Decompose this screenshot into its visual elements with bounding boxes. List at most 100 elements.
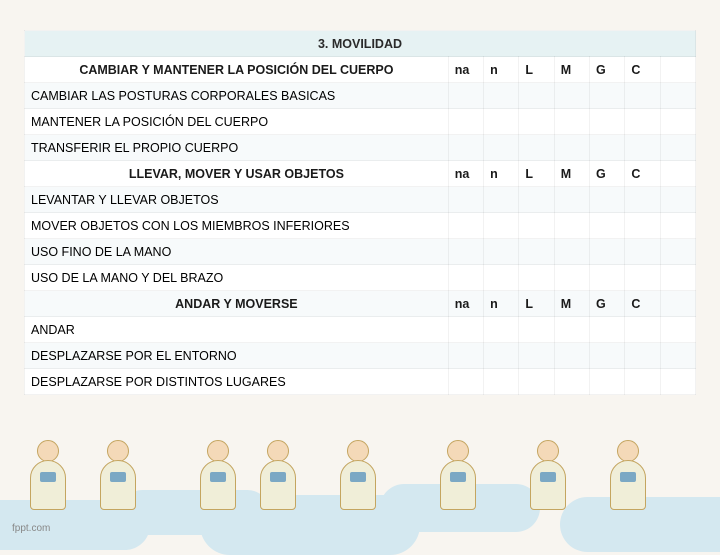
cell <box>519 213 554 239</box>
cell <box>519 239 554 265</box>
table-title: 3. MOVILIDAD <box>25 31 696 57</box>
cell <box>448 109 483 135</box>
table-row: LEVANTAR Y LLEVAR OBJETOS <box>25 187 696 213</box>
cell <box>484 369 519 395</box>
cell <box>660 265 695 291</box>
row-label: USO FINO DE LA MANO <box>25 239 449 265</box>
cell <box>554 239 589 265</box>
column-header: L <box>519 57 554 83</box>
background-illustration <box>0 420 720 540</box>
cell <box>448 317 483 343</box>
column-header: L <box>519 291 554 317</box>
row-label: LEVANTAR Y LLEVAR OBJETOS <box>25 187 449 213</box>
cell <box>660 109 695 135</box>
cell <box>448 187 483 213</box>
cell <box>519 265 554 291</box>
cell <box>660 187 695 213</box>
content-area: 3. MOVILIDADCAMBIAR Y MANTENER LA POSICI… <box>0 0 720 395</box>
cell <box>660 317 695 343</box>
cell <box>660 83 695 109</box>
column-header: na <box>448 161 483 187</box>
column-pad <box>660 57 695 83</box>
cell <box>554 343 589 369</box>
column-header: M <box>554 291 589 317</box>
cell <box>625 239 660 265</box>
section-header-row: CAMBIAR Y MANTENER LA POSICIÓN DEL CUERP… <box>25 57 696 83</box>
row-label: TRANSFERIR EL PROPIO CUERPO <box>25 135 449 161</box>
cell <box>625 343 660 369</box>
column-header: M <box>554 161 589 187</box>
cell <box>519 187 554 213</box>
choir-figure-icon <box>260 440 296 510</box>
table-title-row: 3. MOVILIDAD <box>25 31 696 57</box>
row-label: USO DE LA MANO Y DEL BRAZO <box>25 265 449 291</box>
cell <box>484 317 519 343</box>
choir-figure-icon <box>30 440 66 510</box>
table-row: USO DE LA MANO Y DEL BRAZO <box>25 265 696 291</box>
column-header: G <box>590 57 625 83</box>
section-header-label: LLEVAR, MOVER Y USAR OBJETOS <box>25 161 449 187</box>
section-header-row: LLEVAR, MOVER Y USAR OBJETOSnanLMGC <box>25 161 696 187</box>
mobility-table: 3. MOVILIDADCAMBIAR Y MANTENER LA POSICI… <box>24 30 696 395</box>
cell <box>484 213 519 239</box>
column-pad <box>660 161 695 187</box>
cell <box>554 109 589 135</box>
choir-figure-icon <box>100 440 136 510</box>
cell <box>625 135 660 161</box>
footer-link[interactable]: fppt.com <box>12 523 50 534</box>
table-row: USO FINO DE LA MANO <box>25 239 696 265</box>
cell <box>448 135 483 161</box>
table-row: DESPLAZARSE POR EL ENTORNO <box>25 343 696 369</box>
column-header: C <box>625 291 660 317</box>
cell <box>519 317 554 343</box>
choir-figure-icon <box>440 440 476 510</box>
row-label: DESPLAZARSE POR EL ENTORNO <box>25 343 449 369</box>
cell <box>625 265 660 291</box>
cell <box>590 83 625 109</box>
row-label: MANTENER LA POSICIÓN DEL CUERPO <box>25 109 449 135</box>
cell <box>625 213 660 239</box>
cell <box>660 135 695 161</box>
column-header: n <box>484 161 519 187</box>
cell <box>448 239 483 265</box>
cell <box>625 109 660 135</box>
cell <box>448 369 483 395</box>
cell <box>554 187 589 213</box>
cell <box>484 83 519 109</box>
column-header: L <box>519 161 554 187</box>
cell <box>484 265 519 291</box>
row-label: DESPLAZARSE POR DISTINTOS LUGARES <box>25 369 449 395</box>
cell <box>484 239 519 265</box>
cell <box>625 187 660 213</box>
row-label: MOVER OBJETOS CON LOS MIEMBROS INFERIORE… <box>25 213 449 239</box>
cell <box>484 109 519 135</box>
cell <box>554 369 589 395</box>
cell <box>590 265 625 291</box>
cell <box>448 83 483 109</box>
cell <box>590 343 625 369</box>
cell <box>519 83 554 109</box>
column-header: G <box>590 291 625 317</box>
cell <box>660 369 695 395</box>
cell <box>554 83 589 109</box>
choir-figure-icon <box>530 440 566 510</box>
row-label: ANDAR <box>25 317 449 343</box>
table-row: DESPLAZARSE POR DISTINTOS LUGARES <box>25 369 696 395</box>
column-header: G <box>590 161 625 187</box>
table-row: TRANSFERIR EL PROPIO CUERPO <box>25 135 696 161</box>
cell <box>590 187 625 213</box>
section-header-label: CAMBIAR Y MANTENER LA POSICIÓN DEL CUERP… <box>25 57 449 83</box>
cell <box>448 343 483 369</box>
cell <box>590 317 625 343</box>
cell <box>519 369 554 395</box>
cell <box>590 135 625 161</box>
cell <box>484 343 519 369</box>
column-header: n <box>484 291 519 317</box>
cell <box>448 265 483 291</box>
cell <box>590 369 625 395</box>
column-header: na <box>448 291 483 317</box>
cell <box>448 213 483 239</box>
cell <box>625 83 660 109</box>
column-header: C <box>625 57 660 83</box>
cell <box>554 135 589 161</box>
